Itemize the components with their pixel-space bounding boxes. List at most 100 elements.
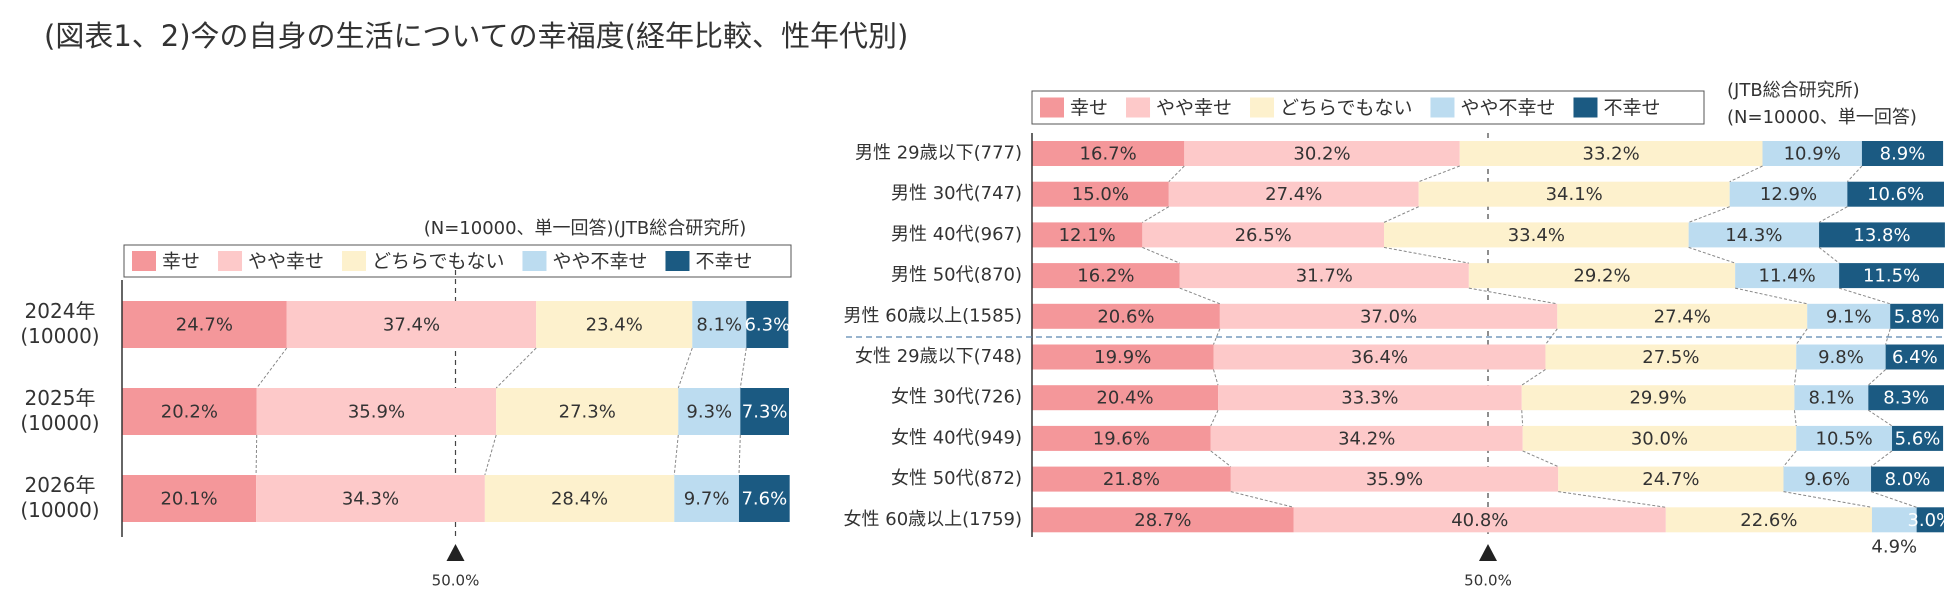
category-label: 女性 40代(949) — [891, 427, 1022, 448]
value-label: 9.3% — [686, 402, 732, 423]
note: (JTB総合研究所) — [1727, 80, 1860, 101]
bar-segment — [1230, 466, 1559, 492]
legend-label: 幸せ — [1070, 97, 1108, 119]
category-label: 女性 30代(726) — [891, 387, 1022, 408]
connector — [1418, 165, 1460, 183]
connector — [1688, 206, 1730, 223]
value-label: 13.8% — [1853, 225, 1910, 246]
value-label: 16.7% — [1080, 144, 1137, 165]
bar-segment — [1868, 385, 1944, 411]
value-label: 23.4% — [586, 315, 643, 336]
category-label: 2026年 — [25, 473, 96, 497]
bar-segment — [1032, 263, 1180, 289]
bar-segment — [1783, 466, 1872, 492]
value-label: 20.4% — [1096, 388, 1153, 409]
connector — [1142, 206, 1170, 223]
connector — [1522, 450, 1559, 468]
category-label: 男性 29歳以下(777) — [855, 143, 1022, 164]
value-label: 27.5% — [1642, 347, 1699, 368]
value-label: 36.4% — [1351, 347, 1408, 368]
bar-segment — [1179, 263, 1469, 289]
value-label: 40.8% — [1451, 510, 1508, 531]
value-label: 28.7% — [1134, 510, 1191, 531]
legend-label: 幸せ — [162, 251, 200, 273]
connector — [1783, 450, 1797, 467]
legend-swatch — [1430, 97, 1455, 118]
connector — [1213, 369, 1219, 386]
value-label: 6.4% — [1892, 347, 1938, 368]
bar-segment — [1168, 181, 1419, 207]
legend-label: 不幸せ — [695, 251, 752, 273]
bar-segment — [678, 388, 741, 435]
connector — [1870, 491, 1917, 508]
value-label: 37.0% — [1360, 306, 1417, 327]
value-label: 8.0% — [1885, 469, 1931, 490]
value-label: 14.3% — [1725, 225, 1782, 246]
bar-segment — [1885, 344, 1944, 370]
connector — [1729, 165, 1763, 183]
bar-segment — [536, 301, 693, 348]
value-label: 34.3% — [342, 489, 399, 510]
bar-segment — [1293, 507, 1666, 533]
bar-segment — [1557, 303, 1808, 329]
legend-swatch — [1573, 97, 1598, 118]
bar-segment — [674, 475, 739, 522]
category-label: 女性 60歳以上(1759) — [844, 509, 1022, 530]
bar-segment — [1545, 344, 1797, 370]
value-label: 12.9% — [1760, 184, 1817, 205]
legend-swatch — [1126, 97, 1151, 118]
connector — [255, 434, 258, 476]
value-label: 15.0% — [1072, 184, 1129, 205]
value-label: 4.9% — [1871, 536, 1917, 557]
connector — [1521, 410, 1524, 426]
bar-segment — [1184, 141, 1460, 166]
category-label: 女性 50代(872) — [891, 468, 1022, 489]
bar-segment — [122, 301, 287, 348]
bar-segment — [1219, 303, 1558, 329]
value-label: 27.4% — [1265, 184, 1322, 205]
bar-segment — [1213, 344, 1546, 370]
connector — [1210, 450, 1232, 467]
value-label: 8.9% — [1880, 144, 1926, 165]
bar-segment — [1418, 181, 1730, 207]
value-label: 11.4% — [1759, 266, 1816, 287]
value-label: 33.4% — [1508, 225, 1565, 246]
bar-segment — [1892, 425, 1944, 451]
bar-segment — [1032, 222, 1143, 248]
bar-segment — [1032, 466, 1231, 492]
bar-segment — [1521, 385, 1795, 411]
category-label: 女性 29歳以下(748) — [855, 346, 1022, 367]
connector — [1558, 491, 1666, 508]
connector — [1383, 206, 1419, 223]
value-label: 20.1% — [160, 489, 217, 510]
connector — [1688, 246, 1736, 264]
legend-label: やや幸せ — [1156, 97, 1232, 119]
bar-segment — [1218, 385, 1522, 411]
bar-segment — [1142, 222, 1385, 248]
bar-segment — [1032, 385, 1219, 411]
bar-segment — [256, 475, 485, 522]
bar-segment — [1032, 141, 1185, 166]
value-label: 5.8% — [1894, 306, 1940, 327]
bar-segment — [1890, 303, 1944, 329]
category-label: 2024年 — [25, 299, 96, 323]
category-label: (10000) — [20, 324, 99, 348]
connector — [495, 347, 537, 389]
value-label: 24.7% — [1642, 469, 1699, 490]
bar-segment — [1210, 425, 1523, 451]
connector — [1521, 369, 1546, 386]
connector — [1383, 246, 1469, 264]
connector — [1213, 328, 1221, 345]
value-label: 21.8% — [1103, 469, 1160, 490]
legend-swatch — [1250, 97, 1275, 118]
marker-triangle — [446, 544, 465, 561]
bar-segment — [1794, 385, 1869, 411]
value-label: 28.4% — [551, 489, 608, 510]
connector — [1867, 369, 1886, 386]
connector — [1793, 369, 1797, 386]
legend-label: どちらでもない — [1280, 97, 1412, 119]
bar-segment — [1735, 263, 1840, 289]
value-label: 26.5% — [1235, 225, 1292, 246]
value-label: 7.6% — [741, 489, 787, 510]
value-label: 16.2% — [1077, 266, 1134, 287]
